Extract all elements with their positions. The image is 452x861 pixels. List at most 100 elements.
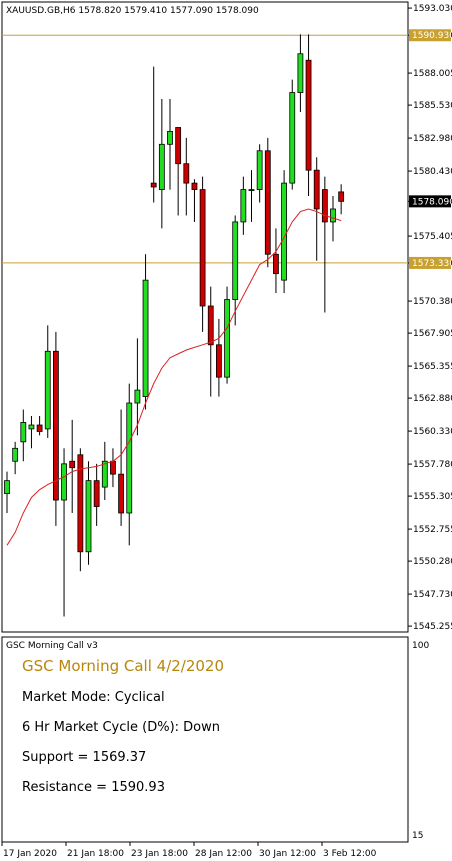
candle — [28, 415, 35, 449]
candle-body — [110, 460, 116, 475]
candle-body — [256, 150, 263, 190]
candle — [330, 196, 336, 242]
candle — [44, 325, 51, 438]
y-tick-label: 1570.380 — [413, 297, 452, 307]
candle-body — [12, 447, 19, 462]
candle-body — [28, 424, 35, 430]
candle-body — [44, 350, 51, 430]
x-tick-label: 30 Jan 12:00 — [259, 849, 316, 859]
indicator-line-market-mode: Market Mode: Cyclical — [22, 690, 165, 705]
candle — [289, 79, 296, 190]
candle — [118, 409, 124, 526]
indicator-scale-bottom: 15 — [412, 831, 423, 841]
price-axis: 1593.030 1590.930 1588.005 1585.530 1582.980… — [408, 4, 452, 632]
indicator-line-support: Support = 1569.37 — [22, 750, 146, 765]
x-tick-label: 17 Jan 2020 — [3, 849, 57, 859]
support-tag — [409, 256, 451, 269]
y-tick-label: 1582.980 — [413, 134, 452, 144]
candle — [85, 461, 92, 565]
current-price-tag-label: 1578.090 — [412, 197, 452, 207]
candle — [150, 66, 157, 203]
candle — [36, 415, 43, 436]
candle — [167, 99, 173, 190]
candle — [175, 127, 182, 216]
candle-body — [101, 460, 108, 488]
candle-body — [297, 53, 304, 93]
price-tags: 1590.930 1573.330 1578.090 — [409, 29, 452, 269]
y-tick-label: 1565.355 — [413, 362, 452, 372]
candle — [248, 170, 255, 222]
candle-body — [273, 253, 279, 275]
candle — [101, 441, 108, 501]
candle-body — [321, 189, 328, 223]
candle-body — [69, 460, 76, 469]
x-tick-label: 28 Jan 12:00 — [195, 849, 252, 859]
y-tick-label: 1585.530 — [413, 101, 452, 111]
candle — [281, 170, 288, 294]
candle-body — [150, 182, 157, 188]
candle-body — [183, 163, 190, 184]
candle-body — [207, 305, 214, 346]
indicator-panel-frame — [1, 636, 409, 843]
y-tick-label: 1550.280 — [413, 557, 452, 567]
indicator-line-cycle: 6 Hr Market Cycle (D%): Down — [22, 720, 220, 735]
resistance-tag — [409, 29, 451, 42]
candle — [183, 137, 190, 216]
candle-body — [330, 208, 336, 223]
y-tick-label: 1575.405 — [413, 232, 452, 242]
candle — [240, 176, 247, 235]
symbol-header: XAUUSD.GB,H6 1578.820 1579.410 1577.090 … — [6, 6, 259, 16]
candle — [134, 338, 141, 436]
y-tick-label: 1588.005 — [413, 69, 452, 79]
main-chart-frame — [1, 1, 409, 633]
candle-body — [199, 189, 206, 307]
candle — [313, 157, 320, 261]
y-tick-label: 1552.755 — [413, 525, 452, 535]
y-tick-label: 1562.880 — [413, 394, 452, 404]
candle-body — [281, 182, 288, 281]
candle-body — [224, 299, 230, 378]
candle-body — [313, 169, 320, 210]
candle — [69, 419, 76, 513]
indicator-scale-top: 100 — [412, 641, 429, 651]
candle-body — [191, 182, 198, 190]
candle — [297, 34, 304, 112]
y-tick-label: 1555.305 — [413, 492, 452, 502]
candle — [53, 331, 59, 526]
x-tick-label: 3 Feb 12:00 — [323, 849, 377, 859]
candle-body — [240, 189, 247, 223]
indicator-title: GSC Morning Call 4/2/2020 — [22, 657, 224, 675]
support-tag-label: 1573.330 — [412, 259, 452, 269]
indicator-panel-name: GSC Morning Call v3 — [6, 641, 98, 651]
candle — [338, 184, 345, 215]
candle-body — [142, 279, 149, 397]
candle — [215, 318, 222, 397]
current-price-tag — [409, 195, 451, 208]
candle-body — [4, 480, 10, 494]
candle-body — [338, 191, 345, 202]
candle — [256, 144, 263, 203]
y-tick-label: 1560.330 — [413, 427, 452, 437]
candle-body — [167, 130, 173, 145]
candle — [142, 254, 149, 410]
candle-body — [305, 59, 312, 171]
candle — [321, 176, 328, 313]
candle-body — [118, 473, 124, 514]
candle — [273, 228, 279, 294]
candle-body — [232, 221, 239, 300]
candle-body — [20, 422, 27, 443]
candle — [232, 215, 239, 326]
candle-body — [36, 424, 43, 432]
candle — [224, 286, 230, 384]
candle-body — [248, 189, 255, 191]
candle-body — [175, 127, 182, 165]
candle-body — [264, 150, 271, 255]
candle-body — [61, 463, 67, 501]
candle — [93, 463, 100, 526]
y-tick-label: 1567.905 — [413, 329, 452, 339]
candle — [305, 34, 312, 197]
candle — [12, 441, 19, 475]
ma-line — [6, 208, 342, 546]
candle-body — [134, 389, 141, 404]
